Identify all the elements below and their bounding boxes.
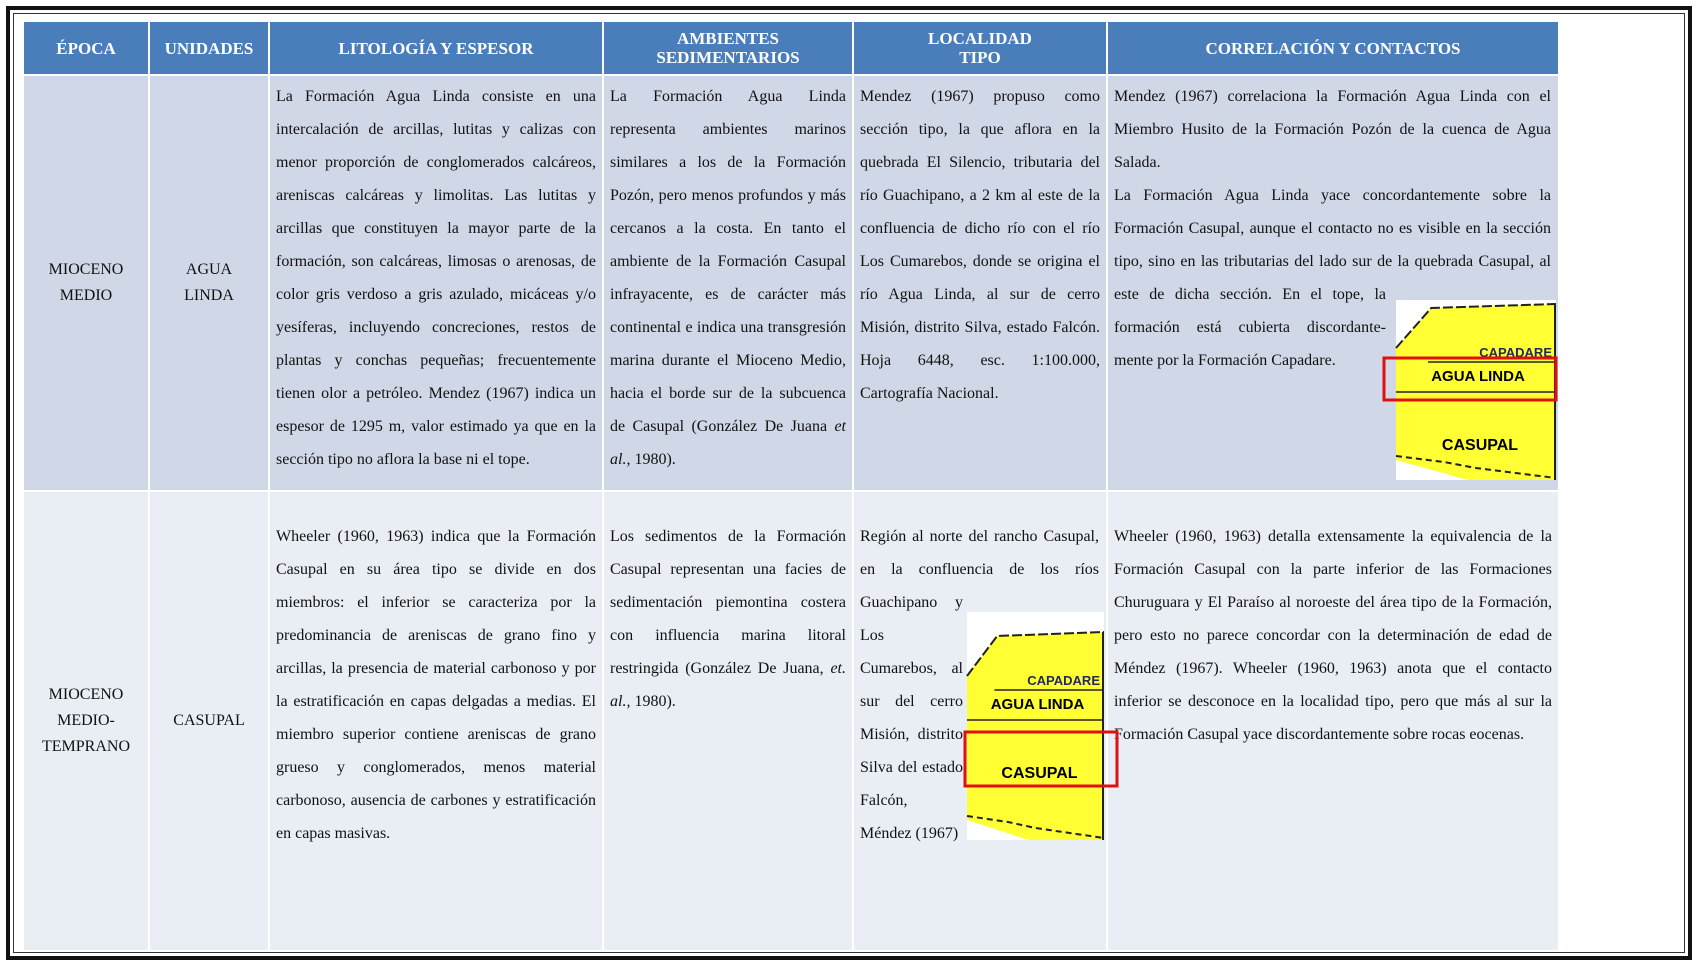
paragraph: Región al norte del rancho Casupal, en l…: [860, 520, 1100, 850]
unconformity: [1395, 455, 1557, 479]
frame: [6, 6, 1692, 960]
italic-text: et. al.,: [610, 660, 846, 710]
text: La Formación Agua Linda consiste en una …: [276, 88, 596, 468]
column-header: CORRELACIÓN Y CONTACTOS: [1106, 20, 1560, 76]
paragraph: Wheeler (1960, 1963) detalla extensament…: [1114, 520, 1552, 751]
figure-label: CASUPAL: [1001, 765, 1077, 782]
line: TIPO: [959, 48, 1001, 67]
highlight-box: [963, 730, 1119, 788]
paragraph: Los sedimentos de la Formación Casupal r…: [610, 520, 846, 718]
line: MIOCENO: [48, 686, 124, 703]
paragraph: La Formación Agua Linda representa ambie…: [610, 80, 846, 476]
text: Los sedimentos de la Formación Casupal r…: [610, 528, 846, 677]
figure-label: CAPADARE: [1027, 673, 1100, 688]
litologia-cell: Wheeler (1960, 1963) indica que la Forma…: [268, 490, 604, 952]
epoch-cell: MIOCENO MEDIO: [22, 74, 150, 492]
localidad-cell: Mendez (1967) propuso como sección tipo,…: [852, 74, 1108, 492]
figure-label: CASUPAL: [1442, 437, 1518, 454]
line: LINDA: [184, 287, 234, 304]
line: MIOCENO: [48, 261, 124, 278]
epoch-cell: MIOCENO MEDIO- TEMPRANO: [22, 490, 150, 952]
line: CORRELACIÓN Y CONTACTOS: [1205, 38, 1461, 58]
figure-label: CAPADARE: [1479, 345, 1552, 360]
column-header: UNIDADES: [148, 20, 270, 76]
paragraph: Wheeler (1960, 1963) indica que la Forma…: [276, 520, 596, 850]
correlacion-cell: Wheeler (1960, 1963) detalla extensament…: [1106, 490, 1560, 952]
line: LITOLOGÍA Y ESPESOR: [338, 38, 534, 58]
figure-label: AGUA LINDA: [1431, 368, 1525, 385]
spacer: [1551, 80, 1552, 300]
text: Wheeler (1960, 1963) detalla extensament…: [1114, 528, 1552, 743]
column-header: LITOLOGÍA Y ESPESOR: [268, 20, 604, 76]
line: AGUA: [185, 261, 233, 278]
text: Mendez (1967) propuso como sección tipo,…: [860, 88, 1100, 402]
paragraph: Mendez (1967) propuso como sección tipo,…: [860, 80, 1100, 410]
ambientes-cell: La Formación Agua Linda representa ambie…: [602, 74, 854, 492]
localidad-cell: CAPADARE AGUA LINDA CASUPAL Región al norte…: [852, 490, 1119, 952]
line: MEDIO: [59, 287, 113, 304]
paragraph: La Formación Agua Linda consiste en una …: [276, 80, 596, 476]
line: TEMPRANO: [41, 738, 130, 755]
paragraph: Mendez (1967) correlaciona la Formación …: [1114, 80, 1552, 179]
column-header: LOCALIDAD TIPO: [852, 20, 1108, 76]
table-row: MIOCENO MEDIO AGUA LINDA La Formación Agua L…: [22, 74, 1560, 492]
ambientes-cell: Los sedimentos de la Formación Casupal r…: [602, 490, 854, 952]
line: ÉPOCA: [56, 38, 116, 58]
top-contact: [1395, 303, 1557, 349]
text: La Formación Agua Linda representa ambie…: [610, 88, 846, 435]
highlight-box: [1382, 356, 1558, 402]
table: ÉPOCA UNIDADES LITOLOGÍA Y ESPESOR AMBIENTE…: [22, 20, 1560, 952]
paragraph: La Formación Agua Linda yace concordante…: [1114, 179, 1552, 377]
table-row: MIOCENO MEDIO- TEMPRANO CASUPAL Wheeler (196…: [22, 490, 1560, 952]
header-row: ÉPOCA UNIDADES LITOLOGÍA Y ESPESOR AMBIENTE…: [22, 20, 1560, 76]
text: La Formación Agua Linda yace concordante…: [1114, 187, 1551, 369]
unit-cell: CASUPAL: [148, 490, 270, 952]
strat-column: CAPADARE AGUA LINDA CASUPAL: [963, 612, 1119, 840]
text: Mendez (1967) correlaciona la Formación …: [1114, 88, 1551, 171]
figure: CAPADARE AGUA LINDA CASUPAL: [963, 612, 1119, 840]
text: , 1980).: [626, 451, 676, 468]
unconformity: [966, 815, 1105, 839]
text: 1980).: [630, 693, 676, 710]
unit-cell: AGUA LINDA: [148, 74, 270, 492]
frame-inner: [13, 13, 1685, 953]
figure: CAPADARE AGUA LINDA CASUPAL: [1382, 300, 1558, 480]
column-header: ÉPOCA: [22, 20, 150, 76]
strat-column: CAPADARE AGUA LINDA CASUPAL: [1382, 300, 1558, 480]
line: AMBIENTES: [676, 29, 780, 48]
line: MEDIO-: [57, 712, 115, 729]
spacer: [1099, 520, 1100, 612]
line: CASUPAL: [173, 712, 245, 729]
litologia-cell: La Formación Agua Linda consiste en una …: [268, 74, 604, 492]
text: Wheeler (1960, 1963) indica que la Forma…: [276, 528, 596, 842]
table-body: MIOCENO MEDIO AGUA LINDA La Formación Agua L…: [22, 74, 1560, 952]
figure-label: AGUA LINDA: [991, 696, 1085, 713]
yellow-strata: [967, 632, 1104, 840]
line: LOCALIDAD: [928, 29, 1032, 48]
correlacion-cell: CAPADARE AGUA LINDA CASUPAL Mendez (1967) c…: [1106, 74, 1560, 492]
top-contact: [966, 631, 1105, 677]
column-header: AMBIENTES SEDIMENTARIOS: [602, 20, 854, 76]
line: SEDIMENTARIOS: [656, 48, 800, 67]
line: UNIDADES: [164, 38, 254, 58]
italic-text: et al.: [610, 418, 846, 468]
text: Región al norte del rancho Casupal, en l…: [860, 528, 1099, 842]
